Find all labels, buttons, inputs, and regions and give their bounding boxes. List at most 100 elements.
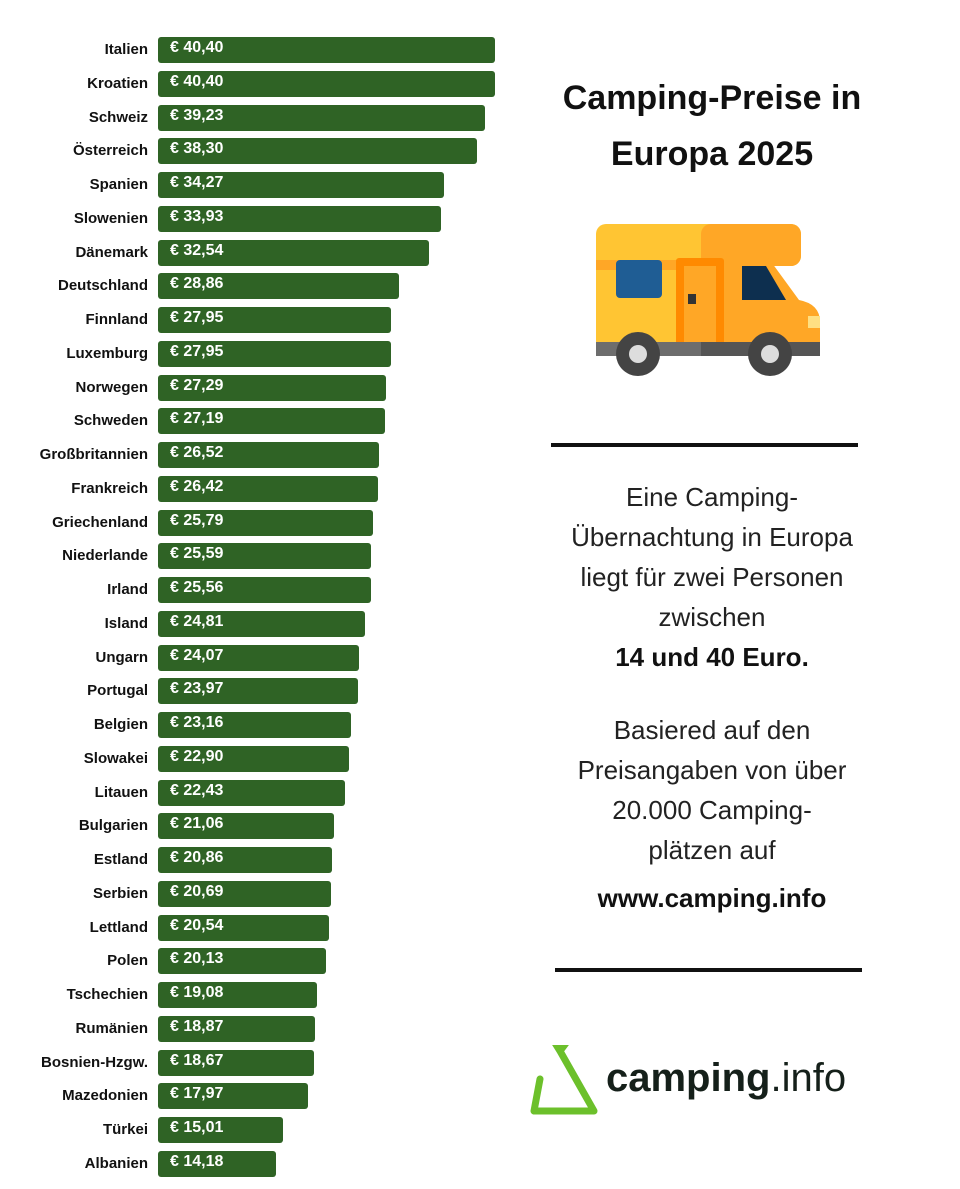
value-label: € 21,06 xyxy=(170,815,224,833)
category-label: Estland xyxy=(93,851,148,868)
value-label: € 24,07 xyxy=(170,646,224,664)
price-range: 14 und 40 Euro. xyxy=(615,642,809,672)
category-label: Albanien xyxy=(84,1154,148,1172)
category-label: Finnland xyxy=(85,311,149,328)
category-label: Österreich xyxy=(72,142,148,160)
bar: € 20,54 xyxy=(158,914,330,941)
description: Eine Camping- Übernachtung in Europa lie… xyxy=(520,477,904,677)
bar: € 15,01 xyxy=(158,1117,284,1143)
value-label: € 33,93 xyxy=(170,207,224,225)
value-label: € 27,95 xyxy=(170,309,224,326)
category-label: Großbritannien xyxy=(39,446,148,463)
category-label: Polen xyxy=(107,952,148,970)
category-label: Belgien xyxy=(93,716,148,733)
value-label: € 40,40 xyxy=(170,39,224,56)
category-label: Frankreich xyxy=(71,479,148,497)
category-label: Slowenien xyxy=(73,209,148,227)
logo: camping.info xyxy=(530,1045,900,1120)
value-label: € 25,79 xyxy=(170,511,224,529)
page-title: Camping-Preise in Europa 2025 xyxy=(520,70,904,182)
bar: € 23,97 xyxy=(158,678,358,705)
value-label: € 32,54 xyxy=(170,241,224,259)
category-label: Island xyxy=(104,614,148,632)
value-label: € 20,86 xyxy=(170,849,224,866)
category-label: Serbien xyxy=(92,884,148,902)
source-line: Preisangaben von über xyxy=(577,755,847,785)
source-note: Basiered auf den Preisangaben von über 2… xyxy=(520,710,904,918)
value-label: € 17,97 xyxy=(170,1085,224,1103)
value-label: € 26,52 xyxy=(170,444,224,461)
category-label: Türkei xyxy=(102,1121,148,1138)
category-label: Bulgarien xyxy=(78,817,148,835)
value-label: € 23,16 xyxy=(170,714,224,731)
category-label: Schweiz xyxy=(88,108,148,126)
logo-text-bold: camping xyxy=(606,1056,771,1100)
category-label: Lettland xyxy=(89,918,148,936)
category-label: Luxemburg xyxy=(66,344,148,362)
description-line: zwischen xyxy=(658,602,766,632)
source-line: plätzen auf xyxy=(648,835,776,865)
category-label: Ungarn xyxy=(95,648,149,666)
bar: € 20,13 xyxy=(158,948,326,975)
category-label: Mazedonien xyxy=(62,1087,148,1105)
category-label: Griechenland xyxy=(52,513,148,531)
category-label: Dänemark xyxy=(75,243,148,261)
value-label: € 28,86 xyxy=(170,275,224,293)
bar: € 20,86 xyxy=(158,847,332,873)
value-label: € 27,95 xyxy=(170,342,224,360)
value-label: € 15,01 xyxy=(170,1119,224,1136)
category-label: Bosnien-Hzgw. xyxy=(41,1053,148,1071)
category-label: Tschechien xyxy=(66,986,148,1003)
bar: € 34,27 xyxy=(158,172,444,198)
category-label: Portugal xyxy=(87,682,148,700)
logo-text-light: .info xyxy=(770,1056,847,1100)
value-label: € 27,29 xyxy=(170,376,224,394)
value-label: € 23,97 xyxy=(170,680,224,698)
value-label: € 14,18 xyxy=(170,1152,224,1170)
value-label: € 25,56 xyxy=(170,579,224,596)
description-line: liegt für zwei Personen xyxy=(580,562,844,592)
category-label: Kroatien xyxy=(87,74,148,92)
divider-top xyxy=(551,443,858,447)
description-line: Eine Camping- xyxy=(626,482,798,512)
bar: € 25,79 xyxy=(158,509,374,536)
bar: € 23,16 xyxy=(158,712,352,738)
title-line-2: Europa 2025 xyxy=(610,135,814,173)
source-line: Basiered auf den xyxy=(613,715,811,745)
category-label: Irland xyxy=(107,581,148,598)
bar: € 22,90 xyxy=(158,745,350,772)
value-label: € 18,67 xyxy=(170,1051,224,1069)
category-label: Litauen xyxy=(94,783,148,801)
bar: € 27,95 xyxy=(158,307,392,333)
bar: € 27,19 xyxy=(158,408,385,435)
bar: € 19,08 xyxy=(158,982,318,1008)
bar: € 24,81 xyxy=(158,610,365,637)
value-label: € 22,90 xyxy=(170,747,224,765)
category-label: Schweden xyxy=(73,412,148,430)
bar: € 25,59 xyxy=(158,543,372,570)
bar: € 14,18 xyxy=(158,1150,277,1177)
category-label: Niederlande xyxy=(62,547,148,565)
bar: € 26,52 xyxy=(158,442,380,468)
description-line: Übernachtung in Europa xyxy=(571,522,853,552)
value-label: € 20,13 xyxy=(170,950,224,968)
category-label: Norwegen xyxy=(75,378,148,396)
title-line-1: Camping-Preise in xyxy=(562,79,862,117)
bar: € 40,40 xyxy=(158,37,495,63)
bar: € 20,69 xyxy=(158,880,331,907)
divider-bottom xyxy=(555,968,862,972)
category-label: Spanien xyxy=(89,176,148,193)
value-label: € 25,59 xyxy=(170,545,224,563)
category-label: Deutschland xyxy=(57,277,148,295)
bar: € 22,43 xyxy=(158,779,346,806)
value-label: € 19,08 xyxy=(170,984,224,1001)
category-label: Slowakei xyxy=(83,749,148,767)
value-label: € 40,40 xyxy=(170,72,224,90)
value-label: € 20,54 xyxy=(170,916,224,934)
website-link[interactable]: www.camping.info xyxy=(597,883,827,913)
bar: € 33,93 xyxy=(158,205,442,232)
bar: € 24,07 xyxy=(158,644,359,671)
value-label: € 38,30 xyxy=(170,140,224,158)
bar: € 18,67 xyxy=(158,1049,314,1076)
bar: € 39,23 xyxy=(158,104,486,131)
